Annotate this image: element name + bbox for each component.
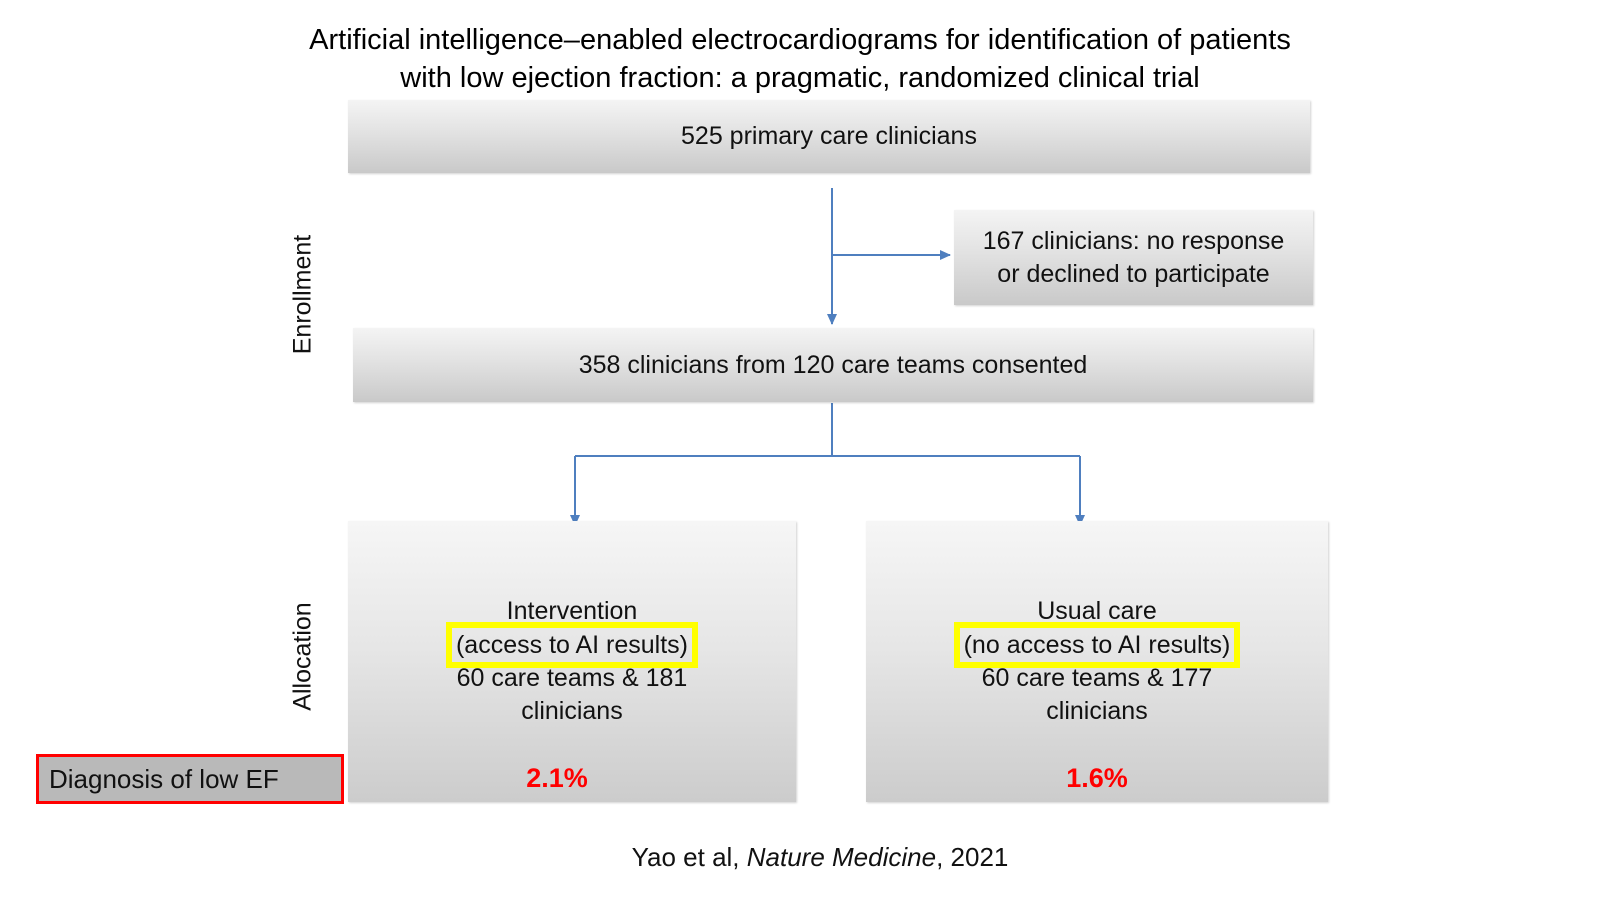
consented-text: 358 clinicians from 120 care teams conse…: [578, 350, 1088, 379]
primary-clinicians-text: 525 primary care clinicians: [681, 122, 977, 150]
consented-box: 358 clinicians from 120 care teams conse…: [353, 328, 1313, 402]
outcome-label-text: Diagnosis of low EF: [49, 764, 279, 794]
intervention-name: Intervention: [506, 597, 638, 625]
intervention-outcome-value: 2.1%: [526, 763, 588, 793]
excluded-box: 167 clinicians: no response or declined …: [954, 210, 1313, 305]
intervention-size-line1: 60 care teams & 181: [456, 664, 688, 692]
excluded-text-line2: or declined to participate: [997, 259, 1270, 288]
diagram-title-line1: Artificial intelligence–enabled electroc…: [309, 24, 1291, 56]
intervention-arm-box: Intervention (access to AI results) 60 c…: [348, 521, 796, 802]
usual-care-name: Usual care: [1037, 597, 1157, 625]
intervention-size-line2: clinicians: [521, 697, 623, 725]
citation-authors: Yao et al,: [631, 842, 747, 872]
usual-care-arm-box: Usual care (no access to AI results) 60 …: [866, 521, 1328, 802]
primary-clinicians-box: 525 primary care clinicians: [348, 100, 1310, 173]
diagram-title-line2: with low ejection fraction: a pragmatic,…: [400, 62, 1200, 94]
usual-care-access-highlight: (no access to AI results): [953, 622, 1241, 668]
citation: Yao et al, Nature Medicine, 2021: [0, 842, 1600, 873]
citation-year: , 2021: [936, 842, 1009, 872]
citation-journal: Nature Medicine: [746, 842, 937, 872]
outcome-label-box: Diagnosis of low EF: [36, 754, 344, 804]
stage-label-allocation: Allocation: [288, 602, 317, 711]
usual-care-size-line2: clinicians: [1046, 697, 1148, 725]
intervention-access-highlight: (access to AI results): [445, 622, 699, 668]
excluded-text-line1: 167 clinicians: no response: [982, 226, 1285, 255]
usual-care-outcome-value: 1.6%: [1066, 763, 1128, 793]
stage-label-enrollment: Enrollment: [288, 234, 317, 355]
usual-care-size-line1: 60 care teams & 177: [981, 664, 1213, 692]
